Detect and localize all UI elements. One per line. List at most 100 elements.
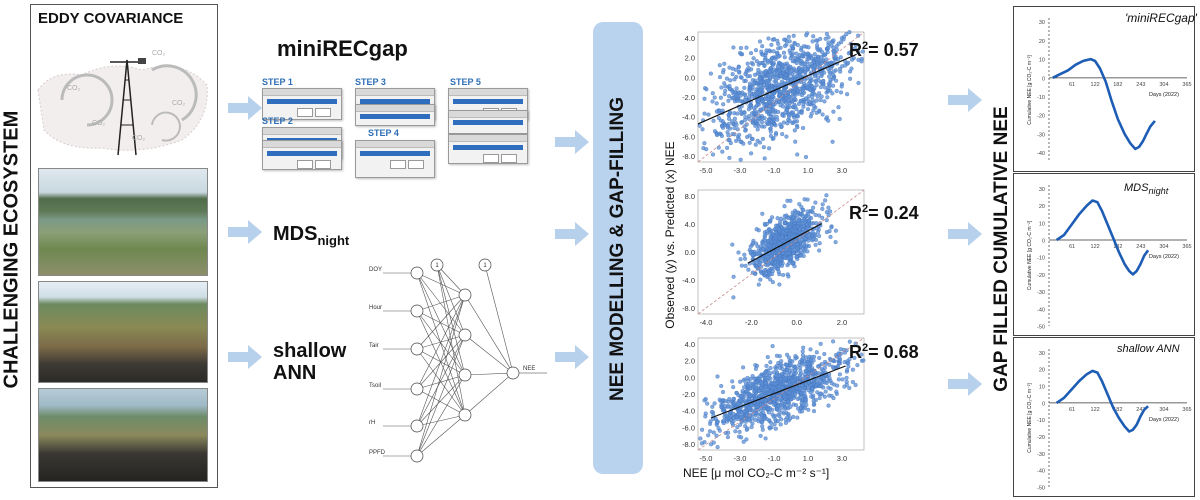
- scatter-point: [779, 417, 784, 422]
- scatter-point: [810, 39, 815, 44]
- arrow-icon: [228, 345, 262, 369]
- scatter-point: [853, 382, 858, 388]
- scatter-point: [702, 96, 707, 101]
- scatter-point: [773, 426, 778, 431]
- scatter-point: [812, 401, 817, 407]
- scatter-point: [800, 353, 806, 358]
- y-tick-label: 0.0: [685, 248, 695, 257]
- scatter-point: [799, 409, 805, 414]
- step-5-label: STEP 5: [450, 77, 481, 87]
- scatter-point: [776, 99, 781, 104]
- scatter-point: [750, 120, 755, 125]
- gap-filled-title: GAP FILLED CUMULATIVE NEE: [991, 106, 1012, 392]
- scatter-point: [734, 93, 739, 98]
- scatter-point: [775, 406, 780, 412]
- scatter-point: [810, 387, 815, 392]
- scatter-point: [727, 83, 732, 89]
- scatter-point: [702, 111, 707, 116]
- scatter-point: [817, 213, 822, 218]
- scatter-point: [811, 100, 816, 105]
- scatter-point: [795, 415, 800, 420]
- scatter-point: [801, 44, 806, 49]
- scatter-point: [715, 445, 720, 450]
- scatter-point: [798, 72, 803, 77]
- y-axis-label: Cumulative NEE [g CO₂-C m⁻²]: [1027, 220, 1033, 290]
- scatter-point: [760, 99, 765, 104]
- scatter-point: [758, 433, 763, 438]
- y-tick-label: -2.0: [682, 390, 695, 399]
- scatter-point: [773, 236, 778, 241]
- scatter-point: [710, 404, 715, 409]
- x-tick-label: -4.0: [700, 318, 713, 327]
- x-tick-label: 1.0: [803, 166, 813, 175]
- scatter-point: [738, 139, 743, 144]
- scatter-point: [770, 344, 775, 349]
- scatter-point: [778, 422, 783, 427]
- scatter-point: [738, 75, 744, 80]
- scatter-point: [801, 402, 806, 407]
- scatter-points: [698, 339, 866, 450]
- scatter-point: [837, 372, 842, 377]
- scatter-point: [739, 52, 744, 57]
- scatter-point: [817, 355, 822, 361]
- panel-frame: [1013, 337, 1195, 497]
- x-tick-label: 61: [1069, 244, 1075, 250]
- scatter-point: [827, 229, 832, 234]
- scatter-point: [817, 57, 822, 62]
- scatter-point: [780, 385, 785, 390]
- scatter-point: [815, 43, 820, 48]
- ann-title-line1: shallow: [273, 340, 347, 362]
- scatter-point: [771, 114, 776, 120]
- x-tick-label: 122: [1091, 407, 1100, 413]
- scatter-point: [743, 263, 748, 268]
- shallow-ann-title: shallow ANN: [273, 340, 346, 384]
- ann-input-label: Hour: [369, 305, 382, 311]
- scatter-point: [804, 213, 809, 218]
- minirecgap-title: miniRECgap: [277, 36, 408, 61]
- scatter-point: [746, 116, 751, 121]
- scatter-point: [755, 244, 760, 249]
- scatter-point: [817, 241, 822, 246]
- scatter-point: [785, 415, 790, 420]
- scatter-point: [738, 157, 743, 162]
- r2-label-2: R2= 0.24: [849, 203, 919, 223]
- scatter-point: [824, 31, 829, 37]
- ann-connection: [416, 294, 466, 390]
- ann-input-node: [410, 382, 424, 396]
- arrow-icon: [555, 130, 589, 154]
- scatter-point: [763, 369, 768, 374]
- scatter-point: [781, 251, 786, 256]
- regression-line: [747, 223, 822, 264]
- co2-label: CO₂: [152, 50, 166, 57]
- scatter-point: [824, 210, 829, 215]
- scatter-point: [739, 414, 744, 419]
- scatter-point: [803, 96, 808, 101]
- scatter-point: [730, 242, 735, 247]
- ann-input-label: Tsoil: [369, 383, 381, 389]
- scatter-point: [766, 73, 771, 78]
- scatter-point: [765, 263, 770, 268]
- scatter-point: [769, 266, 774, 271]
- scatter-point: [726, 430, 731, 435]
- scatter-point: [757, 61, 763, 66]
- scatter-point: [753, 396, 758, 401]
- scatter-point: [743, 256, 748, 261]
- y-tick-label: -40: [1037, 469, 1045, 475]
- scatter-point: [731, 274, 736, 279]
- scatter-point: [736, 401, 741, 406]
- scatter-point: [811, 409, 817, 414]
- x-tick-label: -5.0: [700, 454, 713, 463]
- scatter-point: [779, 397, 784, 402]
- scatter-point: [768, 126, 773, 131]
- scatter-point: [810, 230, 815, 235]
- scatter-point: [756, 228, 761, 233]
- scatter-point: [743, 128, 748, 133]
- scatter-point: [702, 141, 707, 146]
- scatter-point: [784, 362, 790, 368]
- scatter-point: [715, 419, 720, 424]
- scatter-point: [742, 110, 747, 115]
- scatter-point: [820, 206, 825, 211]
- scatter-point: [770, 108, 776, 113]
- scatter-point: [778, 377, 784, 382]
- scatter-point: [727, 65, 732, 70]
